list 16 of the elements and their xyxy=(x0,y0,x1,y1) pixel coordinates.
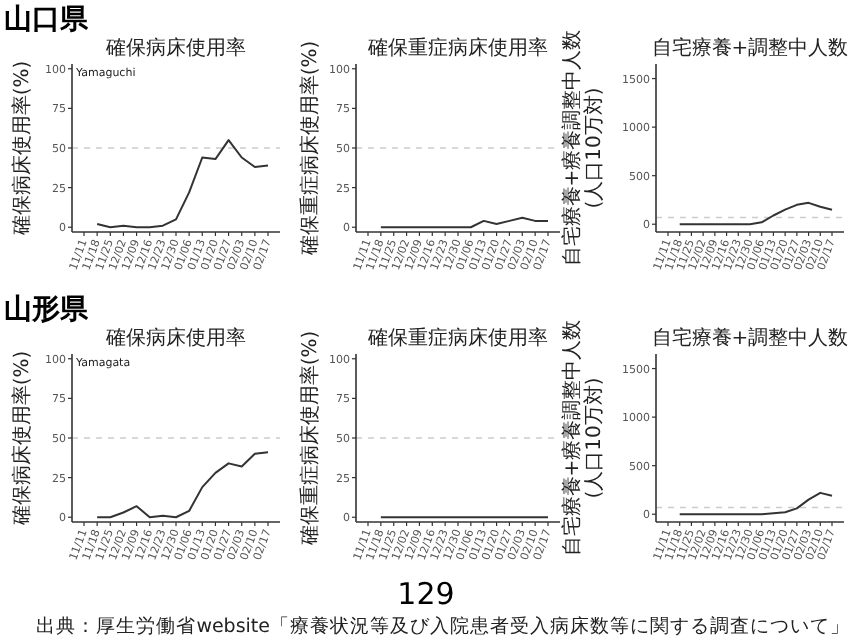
chart-title: 確保病床使用率 xyxy=(104,36,246,60)
text: 129 xyxy=(397,576,455,612)
chart-title: 確保重症病床使用率 xyxy=(366,36,548,60)
chart-title: 確保重症病床使用率 xyxy=(366,326,548,350)
y-axis-title: 確保病床使用率(%) xyxy=(10,350,34,528)
chart-title: 確保病床使用率 xyxy=(104,326,246,350)
chart-title: 自宅療養+調整中人数 xyxy=(651,36,849,60)
source-note: 出典：厚生労働省website「療養状況等及び入院患者受入病床数等に関する調査について」 xyxy=(36,614,850,638)
chart-title: 自宅療養+調整中人数 xyxy=(651,326,849,350)
text: 山形県 xyxy=(4,294,90,326)
y-axis-title: 自宅療養+療養調整中人数(人口10万対) xyxy=(560,319,606,557)
y-axis-title: 自宅療養+療養調整中人数(人口10万対) xyxy=(560,29,606,267)
y-axis-title: 確保病床使用率(%) xyxy=(10,60,34,238)
text: 山口県 xyxy=(4,4,90,36)
y-axis-title: 確保重症病床使用率(%) xyxy=(298,40,322,258)
y-axis-title: 確保重症病床使用率(%) xyxy=(298,330,322,548)
